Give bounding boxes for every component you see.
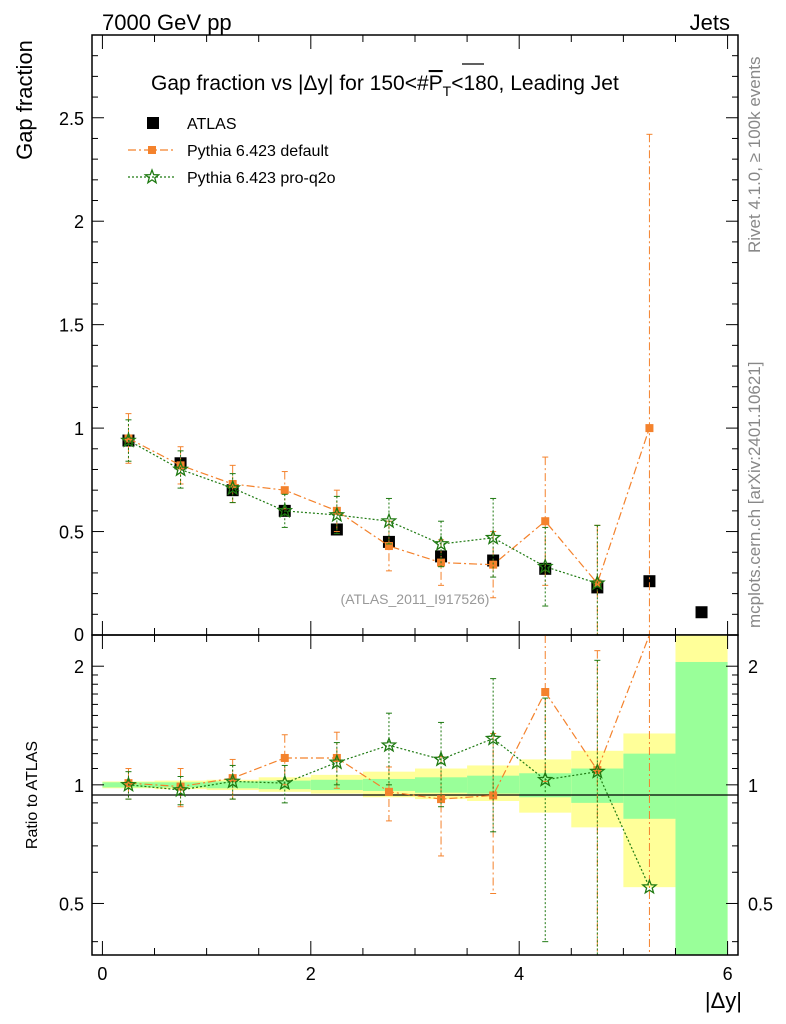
legend-proq2o-label: Pythia 6.423 pro-q2o [187,170,336,187]
pythia-proq2o-point [536,557,554,574]
title-suffix: <180, Leading Jet [451,72,619,95]
pythia-default-point [280,486,289,495]
ratio-pythia-proq2o-point [484,729,502,746]
ratio-inner-band [519,773,572,798]
pythia-proq2o-line [128,439,598,584]
main-y-zero-label: 0 [74,625,84,645]
ratio-y-tick-label: 1 [74,776,84,796]
main-chart-title: Gap fraction vs |Δy| for 150<#PT<180, Le… [151,72,619,99]
ratio-pythia-proq2o-point [588,762,606,779]
pythia-default-point [384,542,393,551]
main-y-tick-labels: 0.5 1 1.5 2 2.5 [59,109,84,543]
main-y-axis-label: Gap fraction [12,40,37,160]
ratio-pythia-default-point [332,753,341,762]
ratio-x-tick-labels: 0 2 4 6 [97,964,732,984]
legend-proq2o-marker [143,168,161,185]
pythia-proq2o-point [328,506,346,523]
ratio-data-marks [119,634,658,956]
rivet-version-label: Rivet 4.1.0, ≥ 100k events [745,57,764,253]
title-prefix: Gap fraction vs |Δy| for 150<# [151,72,429,95]
ratio-axis-ticks [92,635,738,955]
ratio-y-axis-label: Ratio to ATLAS [24,741,41,849]
ratio-panel: 0.5 0.5 1 1 2 2 0 2 4 6 Ratio to ATLAS |Δy| [24,634,773,1013]
main-y-tick-label: 1 [74,419,84,439]
main-y-tick-label: 2 [74,212,84,232]
pythia-default-point [124,434,133,443]
ratio-pythia-proq2o-point [172,781,189,798]
ratio-pythia-proq2o-point [119,775,137,792]
legend: ATLAS Pythia 6.423 default Pythia 6.423 … [128,116,336,187]
pythia-proq2o-point [588,574,606,591]
ratio-pythia-proq2o-point [328,753,346,770]
ratio-pythia-proq2o-point [380,736,398,753]
pythia-default-line [128,427,650,585]
x-tick-label: 2 [306,964,316,984]
analysis-watermark: (ATLAS_2011_I917526) [341,591,490,607]
ratio-pythia-default-point [384,787,393,796]
ratio-pythia-default-point [176,782,185,791]
ratio-y-tick-label: 0.5 [59,894,84,914]
pythia-default-point [228,479,237,488]
pythia-proq2o-point [380,512,398,529]
main-axis-ticks [92,34,738,636]
ratio-pythia-default-point [124,779,133,788]
ratio-y-tick-label-right: 1 [748,776,758,796]
ratio-pythia-proq2o-point [224,772,242,789]
ratio-pythia-proq2o-point [276,774,294,791]
legend-default-label: Pythia 6.423 default [187,143,329,160]
ratio-y-tick-labels: 0.5 0.5 1 1 2 2 [59,657,773,914]
pythia-default-point [645,424,654,433]
energy-label: 7000 GeV pp [102,10,232,35]
pythia-proq2o-point [276,502,294,518]
pythia-proq2o-point [172,460,189,477]
x-axis-label: |Δy| [705,988,742,1013]
ratio-pythia-proq2o-point [536,770,554,787]
main-panel: 0.5 1 1.5 2 2.5 0 Gap fraction Gap fraction … [12,34,739,645]
pythia-default-point [176,461,185,470]
atlas-data-point [695,606,708,619]
pythia-default-point [332,506,341,515]
pythia-proq2o-point [224,479,242,496]
ratio-inner-band [675,661,728,955]
title-pt-subscript: T [443,83,452,99]
ratio-pythia-proq2o-point [432,750,450,767]
legend-atlas-label: ATLAS [187,116,237,133]
main-y-tick-label: 2.5 [59,109,84,129]
ratio-y-tick-label: 2 [74,657,84,677]
ratio-plot-frame [91,634,739,956]
x-tick-label: 4 [514,964,524,984]
pythia-default-point [541,517,550,526]
x-tick-label: 0 [97,964,107,984]
ratio-pythia-default-point [541,688,550,697]
main-y-tick-label: 0.5 [59,523,84,543]
legend-default-marker [148,146,156,154]
title-pt-symbol: P [429,72,443,95]
ratio-y-tick-label-right: 0.5 [748,894,773,914]
ratio-y-tick-label-right: 2 [748,657,758,677]
x-tick-label: 6 [723,964,733,984]
main-data-marks [120,133,708,636]
process-label: Jets [690,10,730,35]
main-y-tick-label: 1.5 [59,316,84,336]
mcplots-reference-label: mcplots.cern.ch [arXiv:2401.10621] [745,362,764,628]
pythia-proq2o-point [120,431,137,448]
ratio-pythia-default-point [280,753,289,762]
pythia-proq2o-point [432,535,450,552]
legend-atlas-marker [147,117,159,129]
atlas-data-point [643,575,656,588]
pythia-default-point [489,560,498,569]
ratio-pythia-proq2o-point [641,878,658,895]
pythia-proq2o-point [484,528,502,545]
